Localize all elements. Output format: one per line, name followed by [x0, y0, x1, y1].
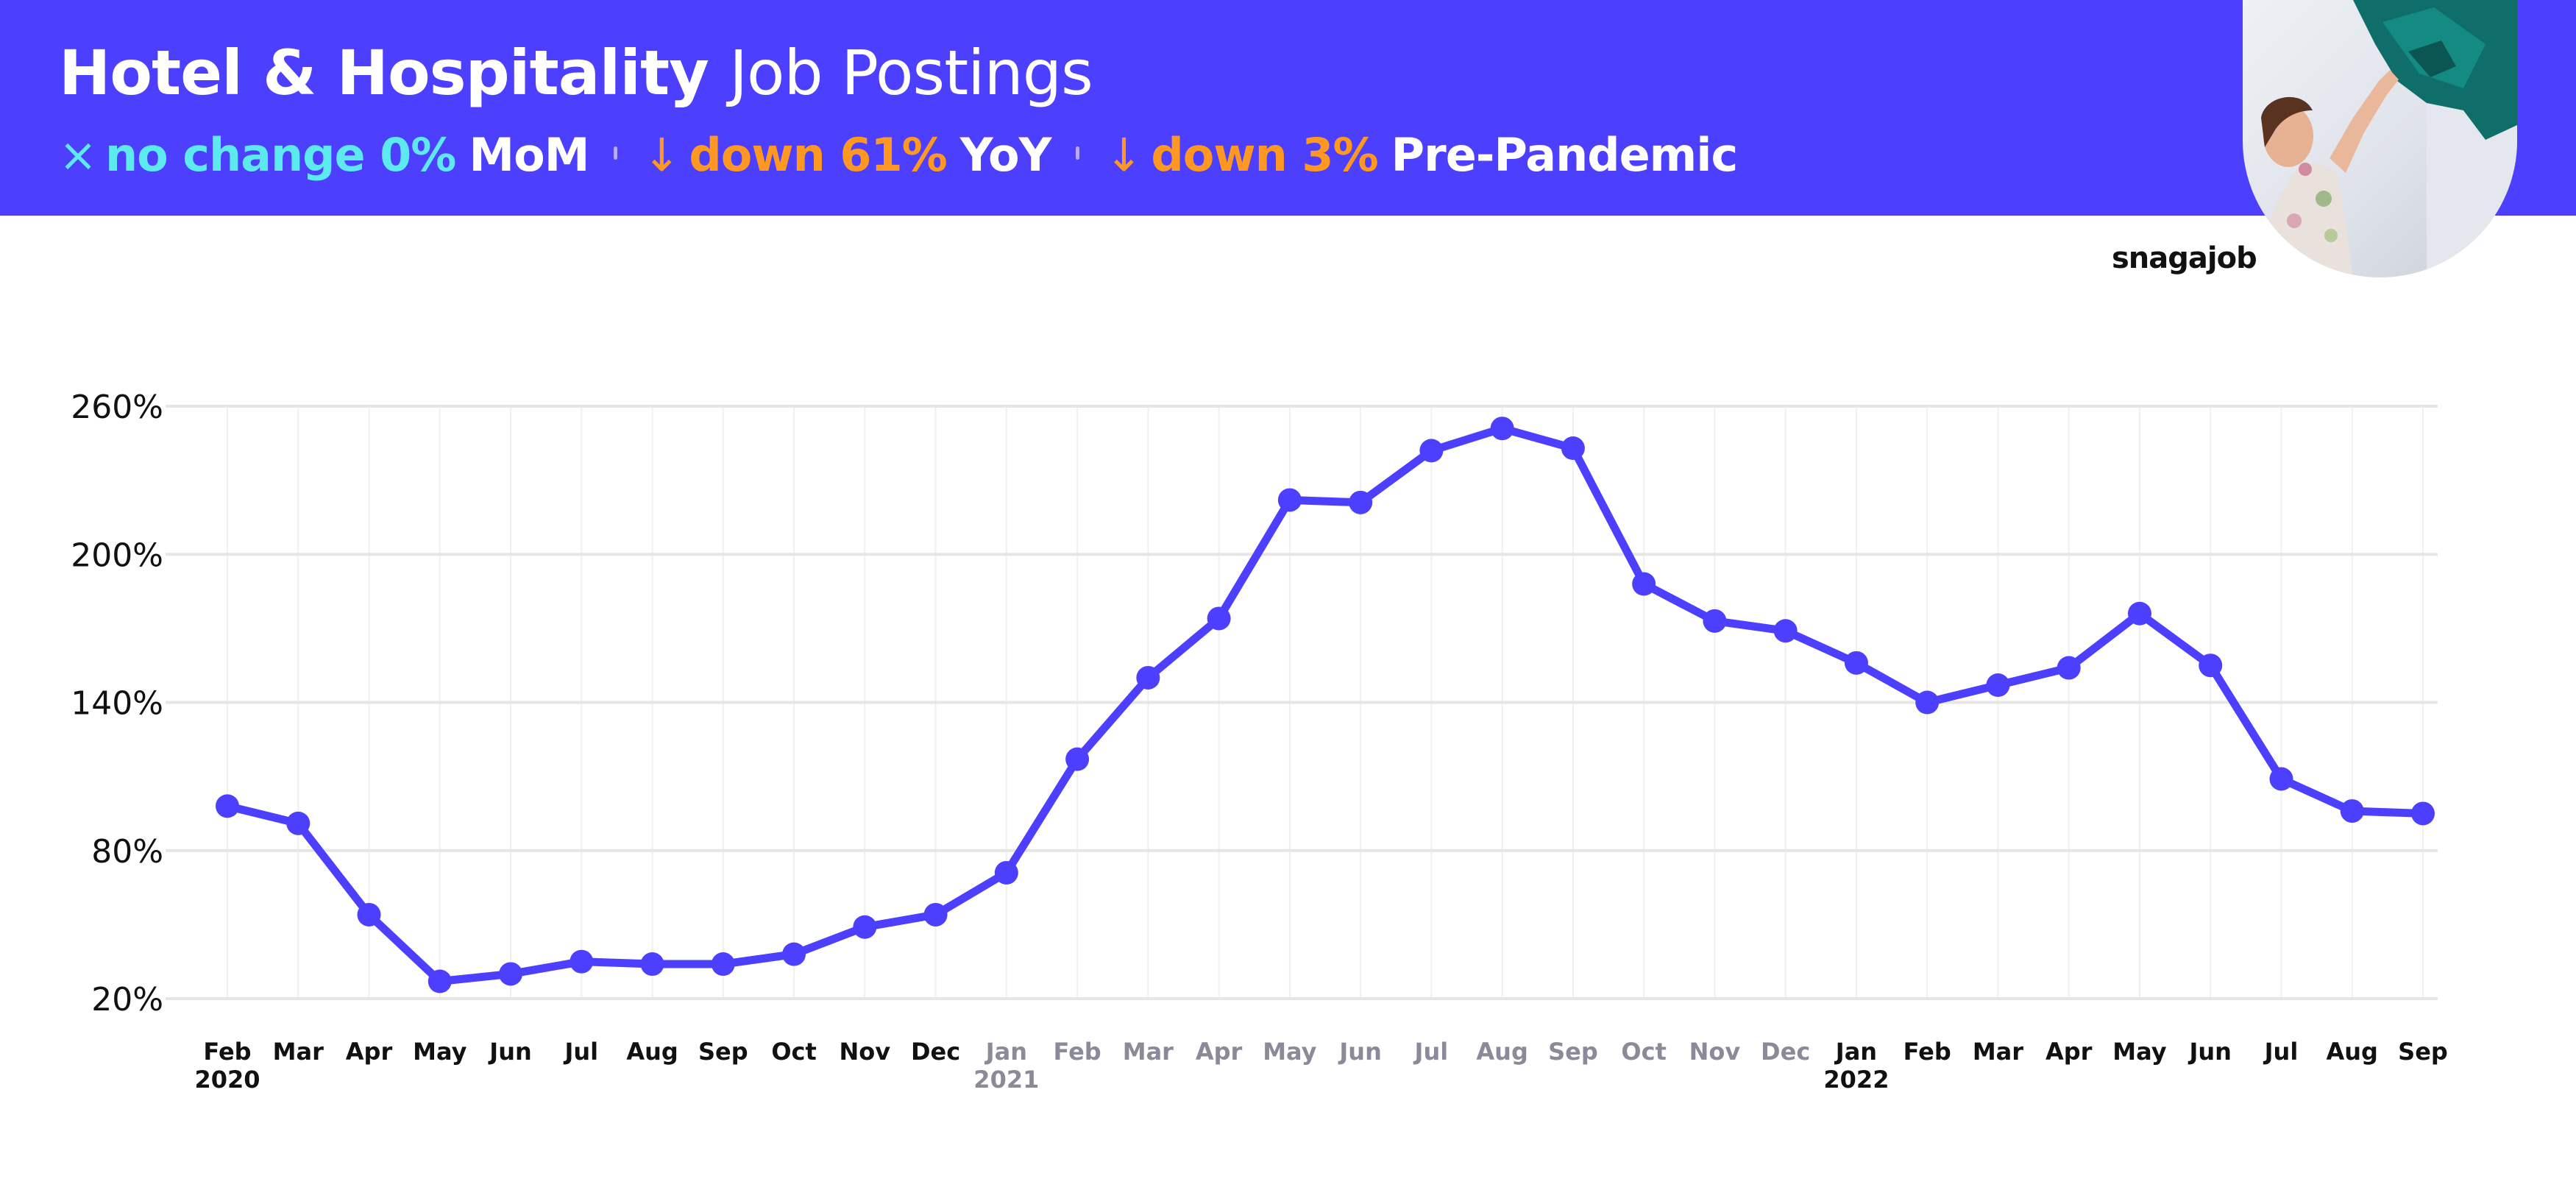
data-point: [2127, 601, 2151, 626]
data-point: [427, 969, 452, 993]
x-year-label: 2022: [1823, 1066, 1889, 1094]
data-point: [216, 794, 239, 818]
stat-mom-value: no change 0%: [104, 127, 456, 182]
x-tick-label: Sep: [2398, 1038, 2448, 1066]
x-tick-label: Aug: [2327, 1038, 2378, 1066]
stat-prepandemic-value: down 3%: [1151, 127, 1378, 182]
data-point: [2340, 799, 2364, 823]
data-point: [1490, 417, 1514, 441]
brand-logo: snagajob: [2112, 241, 2257, 275]
data-point: [782, 942, 806, 966]
y-tick-label: 20%: [91, 981, 163, 1018]
data-point: [1349, 490, 1373, 514]
stat-prepandemic-suffix: Pre-Pandemic: [1391, 127, 1739, 182]
stat-yoy-suffix: YoY: [959, 127, 1052, 182]
x-tick-label: Jul: [1413, 1038, 1449, 1066]
arrow-down-icon: ↓: [1104, 127, 1143, 182]
data-point: [2411, 801, 2435, 826]
stat-separator: [614, 146, 618, 160]
x-tick-label: Nov: [1689, 1038, 1741, 1066]
x-tick-label: Apr: [1196, 1038, 1243, 1066]
x-tick-label: Jan: [1834, 1038, 1877, 1066]
x-tick-label: Apr: [2045, 1038, 2093, 1066]
data-point: [1207, 606, 1231, 631]
data-point: [1065, 747, 1090, 771]
x-tick-label: Dec: [911, 1038, 960, 1066]
data-point: [1419, 439, 1444, 463]
data-point: [499, 962, 523, 986]
x-tick-label: Feb: [1054, 1038, 1101, 1066]
x-tick-label: Feb: [1903, 1038, 1951, 1066]
x-tick-label: Mar: [273, 1038, 324, 1066]
x-year-label: 2020: [194, 1066, 260, 1094]
arrow-down-icon: ↓: [642, 127, 681, 182]
x-tick-label: Nov: [840, 1038, 891, 1066]
stat-mom-suffix: MoM: [469, 127, 589, 182]
x-tick-label: Feb: [203, 1038, 251, 1066]
stat-prepandemic: ↓ down 3% Pre-Pandemic: [1104, 127, 1739, 182]
x-tick-label: Oct: [1621, 1038, 1666, 1066]
title-bold: Hotel & Hospitality: [59, 37, 709, 109]
data-point: [1703, 609, 1727, 633]
x-tick-label: Jun: [2188, 1038, 2231, 1066]
x-tick-label: Dec: [1761, 1038, 1810, 1066]
data-point: [286, 811, 311, 835]
x-icon: ×: [59, 127, 97, 182]
data-point: [1773, 619, 1798, 643]
stats-row: × no change 0% MoM ↓ down 61% YoY ↓ down…: [59, 121, 1739, 188]
x-tick-label: Sep: [1548, 1038, 1598, 1066]
data-point: [923, 902, 948, 927]
x-tick-label: Jun: [1338, 1038, 1381, 1066]
y-tick-label: 260%: [71, 389, 163, 426]
x-tick-label: Oct: [771, 1038, 816, 1066]
header-banner: Hotel & Hospitality Job Postings × no ch…: [0, 0, 2576, 216]
data-point: [1915, 690, 1940, 715]
y-tick-label: 80%: [91, 833, 163, 871]
series-line: [223, 424, 2427, 986]
stat-separator: [1076, 146, 1080, 160]
stat-yoy-value: down 61%: [689, 127, 947, 182]
stat-mom: × no change 0% MoM: [59, 128, 589, 182]
x-tick-label: Mar: [1973, 1038, 2023, 1066]
x-tick-label: Mar: [1123, 1038, 1174, 1066]
data-point: [1986, 673, 2010, 698]
data-point: [994, 860, 1018, 885]
x-tick-label: May: [2112, 1038, 2166, 1066]
data-point: [1844, 651, 1868, 675]
data-point: [1277, 488, 1302, 512]
chart-title: Hotel & Hospitality Job Postings: [59, 32, 1093, 113]
x-year-label: 2021: [973, 1066, 1039, 1094]
title-light: Job Postings: [729, 37, 1093, 109]
y-tick-label: 200%: [71, 536, 163, 574]
data-point: [853, 915, 877, 939]
stat-yoy: ↓ down 61% YoY: [642, 128, 1051, 182]
data-point: [2057, 656, 2081, 680]
x-tick-label: Aug: [1476, 1038, 1527, 1066]
data-point: [640, 952, 664, 977]
housekeeper-photo: [2243, 0, 2517, 277]
x-tick-label: Sep: [698, 1038, 748, 1066]
x-tick-label: Jan: [984, 1038, 1027, 1066]
data-point: [1136, 665, 1160, 690]
x-tick-label: Jul: [2263, 1038, 2299, 1066]
data-point: [570, 949, 594, 974]
x-tick-label: Jun: [488, 1038, 531, 1066]
data-point: [2269, 767, 2293, 791]
x-tick-label: Apr: [346, 1038, 393, 1066]
x-tick-label: Jul: [563, 1038, 598, 1066]
data-point: [2199, 653, 2223, 678]
data-point: [1632, 572, 1656, 596]
data-point: [357, 902, 381, 927]
x-tick-label: Aug: [626, 1038, 678, 1066]
data-point: [711, 952, 735, 977]
x-tick-label: May: [413, 1038, 466, 1066]
x-tick-label: May: [1263, 1038, 1316, 1066]
data-point: [1561, 436, 1585, 461]
y-tick-label: 140%: [71, 685, 163, 723]
